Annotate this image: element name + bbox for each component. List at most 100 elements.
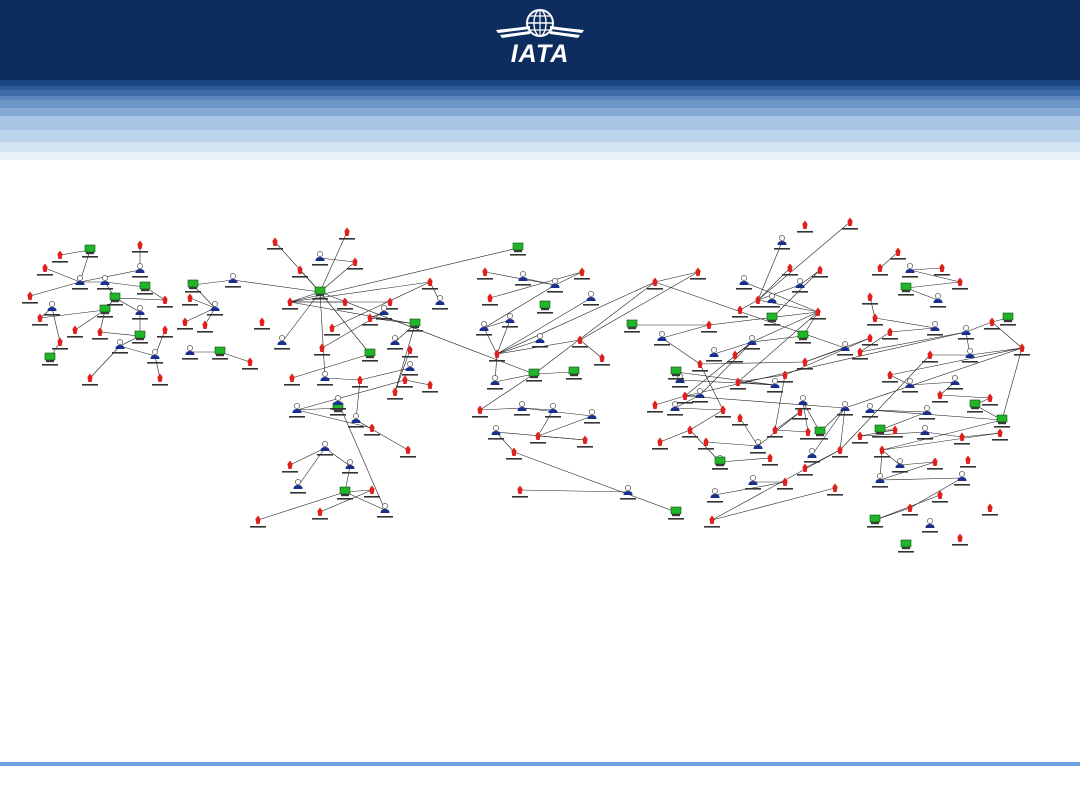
node-caption-mark <box>692 370 708 372</box>
node-caption-mark <box>364 496 380 498</box>
node-caption-mark <box>177 328 193 330</box>
network-edge <box>859 331 967 353</box>
node-caption-mark <box>842 228 858 230</box>
network-edge <box>799 269 821 286</box>
node-caption-mark <box>827 494 843 496</box>
alert-marker-icon <box>489 349 505 362</box>
node-caption-mark <box>362 360 378 362</box>
alert-marker-icon <box>472 405 488 418</box>
network-edge <box>319 261 356 293</box>
node-caption-mark <box>92 338 108 340</box>
node-caption-mark <box>342 472 358 474</box>
alert-marker-icon <box>67 325 83 338</box>
alert-marker-icon <box>397 375 413 388</box>
network-edge <box>774 429 809 433</box>
node-caption-mark <box>547 291 563 293</box>
node-caption-mark <box>762 464 778 466</box>
node-caption-mark <box>960 466 976 468</box>
node-caption-mark <box>52 261 68 263</box>
person-icon <box>488 425 504 440</box>
node-caption-mark <box>954 443 970 445</box>
node-caption-mark <box>952 544 968 546</box>
alert-marker-icon <box>797 463 813 476</box>
computer-icon <box>764 312 780 326</box>
alert-marker-icon <box>797 357 813 370</box>
node-caption-mark <box>767 391 783 393</box>
iata-logo: IATA <box>490 4 590 70</box>
network-edge <box>519 489 629 493</box>
alert-marker-icon <box>52 250 68 263</box>
node-caption-mark <box>862 344 878 346</box>
network-edge <box>743 281 819 313</box>
network-diagram <box>22 217 1030 553</box>
alert-marker-icon <box>402 345 418 358</box>
person-icon <box>72 275 88 290</box>
node-caption-mark <box>330 408 346 410</box>
alert-marker-icon <box>282 460 298 473</box>
node-caption-mark <box>792 291 808 293</box>
network-edge <box>699 363 724 411</box>
computer-icon <box>132 330 148 344</box>
alert-marker-icon <box>1014 343 1030 356</box>
computer-icon <box>812 426 828 440</box>
computer-icon <box>566 366 582 380</box>
alert-marker-icon <box>704 515 720 528</box>
person-icon <box>514 401 530 416</box>
alert-marker-icon <box>267 237 283 250</box>
alert-marker-icon <box>37 263 53 276</box>
node-caption-mark <box>376 318 392 320</box>
node-caption-mark <box>312 518 328 520</box>
computer-icon <box>510 242 526 256</box>
computer-icon <box>337 486 353 500</box>
node-caption-mark <box>892 471 908 473</box>
alert-marker-icon <box>364 485 380 498</box>
person-icon <box>547 278 563 293</box>
node-caption-mark <box>432 308 448 310</box>
alert-marker-icon <box>874 445 890 458</box>
person-icon <box>289 403 305 418</box>
alert-marker-icon <box>347 257 363 270</box>
network-edge <box>479 407 523 411</box>
alert-marker-icon <box>867 313 883 326</box>
node-caption-mark <box>545 416 561 418</box>
node-caption-mark <box>402 356 418 358</box>
node-caption-mark <box>337 308 353 310</box>
person-icon <box>476 321 492 336</box>
network-edge <box>289 447 326 466</box>
alert-marker-icon <box>422 277 438 290</box>
node-caption-mark <box>992 439 1008 441</box>
alert-marker-icon <box>827 483 843 496</box>
network-edge <box>739 299 759 311</box>
alert-marker-icon <box>284 373 300 386</box>
node-caption-mark <box>207 314 223 316</box>
network-edge <box>661 337 701 365</box>
person-icon <box>654 331 670 346</box>
alert-marker-icon <box>530 431 546 444</box>
alert-marker-icon <box>932 390 948 403</box>
node-caption-mark <box>902 391 918 393</box>
network-edge <box>719 457 771 463</box>
network-edge <box>355 419 409 451</box>
network-edge <box>522 277 556 286</box>
node-caption-mark <box>994 426 1010 428</box>
network-edge <box>154 355 161 379</box>
node-caption-mark <box>947 388 963 390</box>
node-caption-mark <box>952 288 968 290</box>
alert-marker-icon <box>982 393 998 406</box>
node-caption-mark <box>887 436 903 438</box>
node-caption-mark <box>132 251 148 253</box>
network-edge <box>321 311 385 349</box>
alert-marker-icon <box>339 227 355 240</box>
node-caption-mark <box>837 414 853 416</box>
alert-marker-icon <box>862 333 878 346</box>
person-icon <box>917 425 933 440</box>
alert-marker-icon <box>352 375 368 388</box>
node-caption-mark <box>476 334 492 336</box>
node-caption-mark <box>44 314 60 316</box>
alert-marker-icon <box>732 305 748 318</box>
computer-icon <box>994 414 1010 428</box>
network-edge <box>319 291 535 375</box>
network-edge <box>654 281 846 349</box>
node-caption-mark <box>852 358 868 360</box>
network-edge <box>939 394 991 399</box>
